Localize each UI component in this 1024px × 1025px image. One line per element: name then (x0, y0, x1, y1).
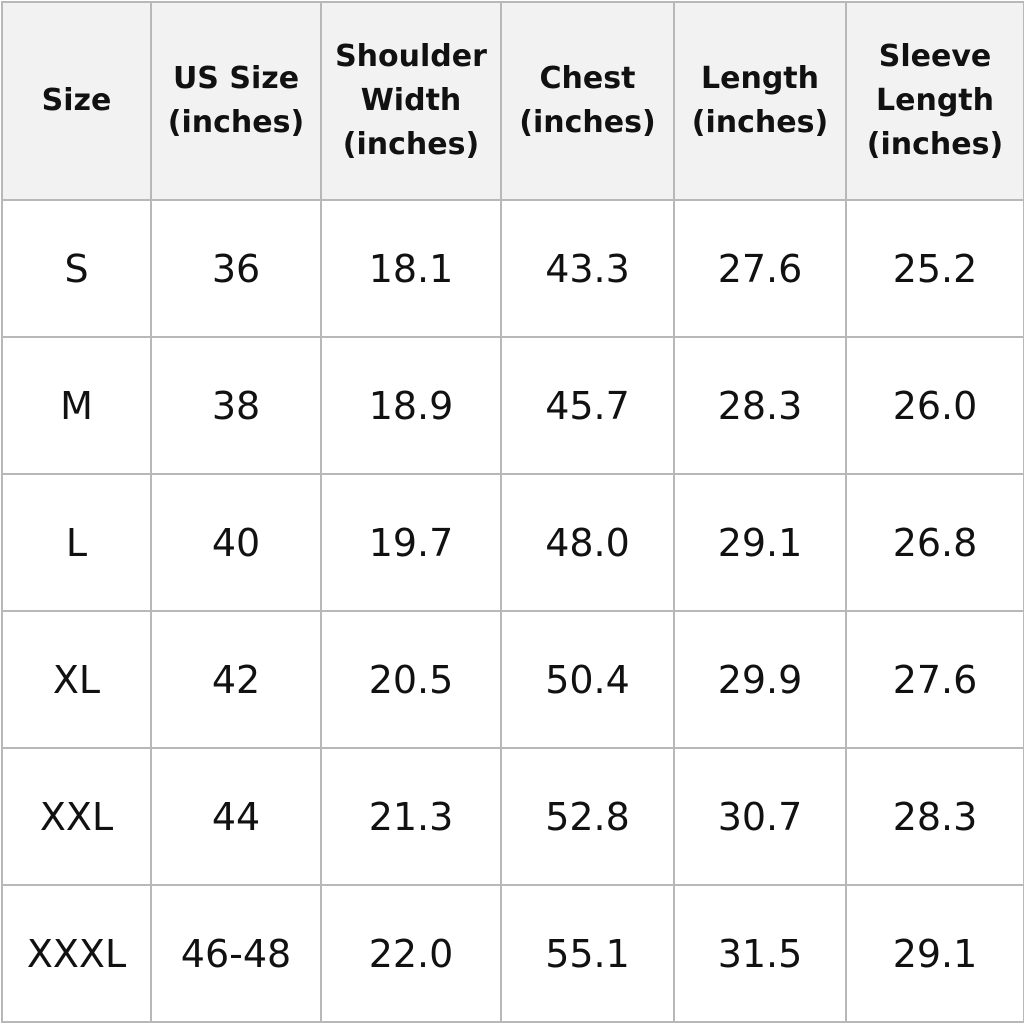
table-cell: XXXL (1, 884, 152, 1023)
table-row: M 38 18.9 45.7 28.3 26.0 (1, 336, 1024, 475)
table-cell: XXL (1, 747, 152, 886)
table-cell: 44 (150, 747, 322, 886)
table-cell: 19.7 (320, 473, 502, 612)
table-cell: 21.3 (320, 747, 502, 886)
table-cell: 42 (150, 610, 322, 749)
table-cell: L (1, 473, 152, 612)
header-cell: US Size (inches) (150, 1, 322, 201)
table-cell: 55.1 (500, 884, 675, 1023)
table-cell: S (1, 199, 152, 338)
table-cell: 18.9 (320, 336, 502, 475)
table-cell: 28.3 (845, 747, 1024, 886)
header-cell: Shoulder Width (inches) (320, 1, 502, 201)
table-cell: 29.9 (673, 610, 847, 749)
table-cell: 46-48 (150, 884, 322, 1023)
header-cell: Length (inches) (673, 1, 847, 201)
table-cell: 40 (150, 473, 322, 612)
header-cell: Size (1, 1, 152, 201)
header-cell: Sleeve Length (inches) (845, 1, 1024, 201)
table-cell: 27.6 (673, 199, 847, 338)
table-cell: 26.0 (845, 336, 1024, 475)
table-row: XXXL 46-48 22.0 55.1 31.5 29.1 (1, 884, 1024, 1023)
table-cell: 27.6 (845, 610, 1024, 749)
table-row: XXL 44 21.3 52.8 30.7 28.3 (1, 747, 1024, 886)
table-cell: 43.3 (500, 199, 675, 338)
table-cell: 50.4 (500, 610, 675, 749)
table-cell: XL (1, 610, 152, 749)
header-cell: Chest (inches) (500, 1, 675, 201)
table-cell: 30.7 (673, 747, 847, 886)
table-row: L 40 19.7 48.0 29.1 26.8 (1, 473, 1024, 612)
table-cell: 52.8 (500, 747, 675, 886)
table-cell: 31.5 (673, 884, 847, 1023)
table-cell: 29.1 (673, 473, 847, 612)
table-cell: 45.7 (500, 336, 675, 475)
table-cell: 38 (150, 336, 322, 475)
table-cell: 26.8 (845, 473, 1024, 612)
header-row: Size US Size (inches) Shoulder Width (inch… (1, 1, 1024, 201)
table-cell: 29.1 (845, 884, 1024, 1023)
table-cell: 18.1 (320, 199, 502, 338)
table-body: S 36 18.1 43.3 27.6 25.2 M 38 18.9 45.7 28.3 26.0 L 4… (1, 199, 1024, 1023)
table-cell: 28.3 (673, 336, 847, 475)
table-cell: M (1, 336, 152, 475)
table-cell: 20.5 (320, 610, 502, 749)
table-cell: 25.2 (845, 199, 1024, 338)
table-row: XL 42 20.5 50.4 29.9 27.6 (1, 610, 1024, 749)
table-cell: 22.0 (320, 884, 502, 1023)
table-row: S 36 18.1 43.3 27.6 25.2 (1, 199, 1024, 338)
table-cell: 48.0 (500, 473, 675, 612)
table-cell: 36 (150, 199, 322, 338)
